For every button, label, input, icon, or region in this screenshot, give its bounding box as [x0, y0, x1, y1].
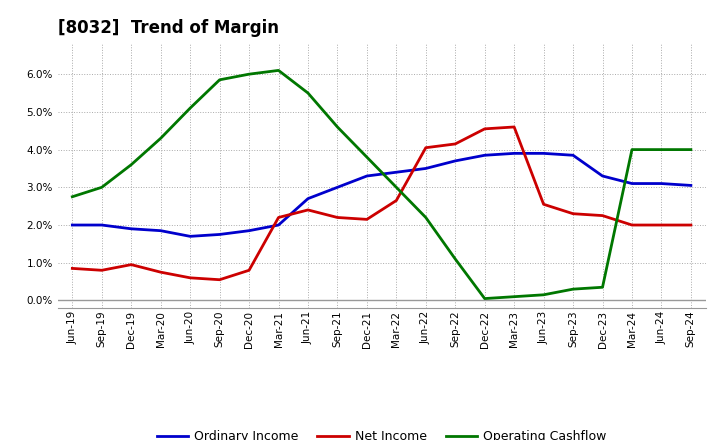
- Net Income: [392, 198, 400, 203]
- Line: Ordinary Income: Ordinary Income: [72, 154, 691, 236]
- Ordinary Income: [127, 226, 135, 231]
- Net Income: [245, 268, 253, 273]
- Ordinary Income: [97, 222, 106, 227]
- Net Income: [598, 213, 607, 218]
- Net Income: [421, 145, 430, 150]
- Net Income: [569, 211, 577, 216]
- Operating Cashflow: [598, 285, 607, 290]
- Net Income: [186, 275, 194, 280]
- Operating Cashflow: [215, 77, 224, 82]
- Net Income: [363, 217, 372, 222]
- Ordinary Income: [304, 196, 312, 201]
- Net Income: [657, 222, 666, 227]
- Operating Cashflow: [392, 185, 400, 190]
- Ordinary Income: [421, 166, 430, 171]
- Operating Cashflow: [510, 294, 518, 299]
- Net Income: [68, 266, 76, 271]
- Operating Cashflow: [480, 296, 489, 301]
- Line: Operating Cashflow: Operating Cashflow: [72, 70, 691, 299]
- Ordinary Income: [333, 185, 342, 190]
- Net Income: [97, 268, 106, 273]
- Operating Cashflow: [687, 147, 696, 152]
- Ordinary Income: [480, 153, 489, 158]
- Ordinary Income: [539, 151, 548, 156]
- Net Income: [304, 207, 312, 213]
- Operating Cashflow: [304, 90, 312, 95]
- Net Income: [539, 202, 548, 207]
- Operating Cashflow: [186, 106, 194, 111]
- Ordinary Income: [156, 228, 165, 233]
- Operating Cashflow: [68, 194, 76, 199]
- Operating Cashflow: [363, 154, 372, 160]
- Operating Cashflow: [569, 286, 577, 292]
- Ordinary Income: [392, 169, 400, 175]
- Text: [8032]  Trend of Margin: [8032] Trend of Margin: [58, 19, 279, 37]
- Ordinary Income: [687, 183, 696, 188]
- Ordinary Income: [510, 151, 518, 156]
- Net Income: [510, 125, 518, 130]
- Net Income: [215, 277, 224, 282]
- Operating Cashflow: [245, 72, 253, 77]
- Ordinary Income: [215, 232, 224, 237]
- Net Income: [127, 262, 135, 267]
- Operating Cashflow: [539, 292, 548, 297]
- Ordinary Income: [451, 158, 459, 164]
- Ordinary Income: [363, 173, 372, 179]
- Operating Cashflow: [628, 147, 636, 152]
- Operating Cashflow: [97, 185, 106, 190]
- Net Income: [451, 141, 459, 147]
- Net Income: [628, 222, 636, 227]
- Operating Cashflow: [127, 162, 135, 167]
- Ordinary Income: [274, 222, 283, 227]
- Operating Cashflow: [156, 136, 165, 141]
- Operating Cashflow: [657, 147, 666, 152]
- Net Income: [687, 222, 696, 227]
- Net Income: [156, 270, 165, 275]
- Net Income: [333, 215, 342, 220]
- Operating Cashflow: [274, 68, 283, 73]
- Ordinary Income: [598, 173, 607, 179]
- Net Income: [480, 126, 489, 132]
- Operating Cashflow: [333, 125, 342, 130]
- Line: Net Income: Net Income: [72, 127, 691, 280]
- Ordinary Income: [628, 181, 636, 186]
- Ordinary Income: [569, 153, 577, 158]
- Legend: Ordinary Income, Net Income, Operating Cashflow: Ordinary Income, Net Income, Operating C…: [152, 425, 611, 440]
- Ordinary Income: [186, 234, 194, 239]
- Ordinary Income: [245, 228, 253, 233]
- Ordinary Income: [68, 222, 76, 227]
- Operating Cashflow: [421, 215, 430, 220]
- Ordinary Income: [657, 181, 666, 186]
- Net Income: [274, 215, 283, 220]
- Operating Cashflow: [451, 257, 459, 262]
